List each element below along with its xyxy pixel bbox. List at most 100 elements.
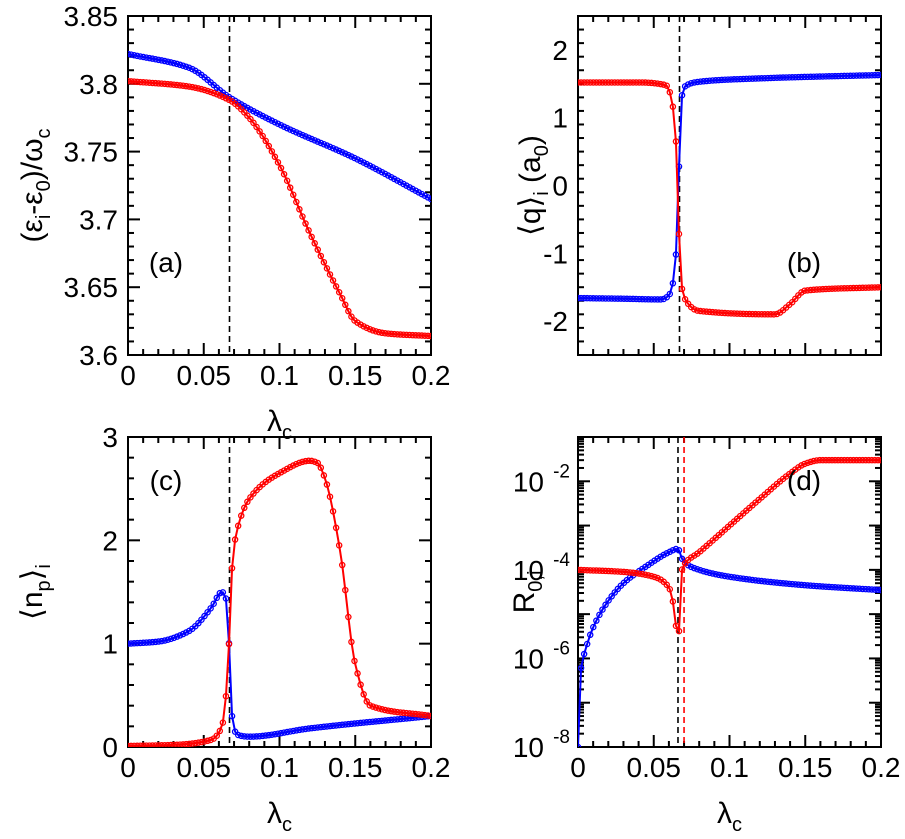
data-point [280,170,288,178]
data-point [859,284,866,292]
data-point [167,741,175,747]
data-point [185,740,193,747]
panel-d: 0 0.05 0.1 0.15 0.2 10 -8 10 -6 10 -4 10 -2 (d) R0,i λc [508,436,900,836]
data-point [268,731,276,738]
data-point [198,738,205,746]
data-point [228,712,236,720]
data-point [400,331,407,338]
data-point [776,579,784,587]
data-point [332,722,340,729]
data-point [804,459,811,467]
series-line-2 [128,80,431,338]
data-point [810,582,817,590]
data-point [721,572,729,580]
data-point [369,718,377,725]
data-point [348,313,355,320]
data-point [871,71,879,79]
data-point [828,285,836,292]
data-point [299,131,306,139]
data-point [785,580,793,588]
y-axis-label: ⟨np⟩i [16,564,55,620]
data-point [727,310,735,317]
data-point [143,639,150,646]
data-point [130,52,138,59]
x-tick-label: 0 [120,752,136,783]
x-tick-label: 0 [570,752,586,783]
data-point [602,79,609,86]
data-point [351,657,358,665]
data-point [176,741,184,747]
data-point [608,79,615,86]
y-tick-exponent: -4 [553,550,570,571]
data-point [782,580,790,587]
data-point [329,722,337,730]
data-point [372,328,380,335]
data-point [639,570,646,578]
data-point [397,709,404,716]
y-tick-label: -2 [543,306,568,337]
data-point [348,638,355,646]
data-point [583,294,591,302]
data-point [687,79,695,87]
y-tick-label: 3.7 [79,204,118,235]
data-point [620,295,628,302]
data-point [391,708,398,715]
panel-b: -2 -1 0 1 2 (b) ⟨q⟩i (a0) [514,15,882,356]
data-point [773,579,781,586]
data-point [648,296,655,303]
data-point [329,277,337,284]
data-point [299,726,306,733]
data-point [357,719,364,727]
data-point [152,742,159,747]
data-point [173,633,181,640]
data-point [314,138,322,145]
data-point [669,598,677,605]
data-point [877,71,881,79]
data-point [645,572,652,579]
data-point [871,284,879,291]
x-tick-label: 0.2 [412,752,451,783]
data-point [265,731,273,739]
x-tick-label: 0.15 [328,360,383,391]
data-point [593,295,600,302]
data-point [767,578,775,586]
data-point [283,177,291,185]
data-point [329,144,337,152]
data-point [853,284,860,292]
data-point [219,589,227,596]
data-point [578,79,582,86]
data-point [642,571,649,578]
data-point [755,75,762,82]
data-point [152,638,159,646]
data-point [140,79,147,86]
data-point [176,632,184,639]
data-point [302,133,309,140]
data-point [841,285,848,292]
data-point [283,124,291,132]
data-point [672,545,680,553]
y-tick-label: 0 [102,732,118,763]
data-point [865,284,873,291]
data-point [152,79,159,87]
data-point [850,72,857,79]
data-point [314,459,322,467]
data-point [853,72,860,79]
data-point [314,724,322,731]
data-point [590,79,597,86]
data-point [311,724,318,732]
data-point [290,462,297,469]
data-point [375,328,383,336]
data-point [703,308,710,315]
data-point [128,77,132,85]
data-point [700,308,707,315]
data-point [810,73,817,80]
data-point [256,128,263,135]
data-point [397,331,404,338]
data-point [403,331,410,339]
data-point [143,54,150,61]
data-point [130,742,138,747]
data-point [210,89,217,97]
data-point [409,710,416,717]
data-point [746,576,753,583]
data-point [672,138,680,145]
